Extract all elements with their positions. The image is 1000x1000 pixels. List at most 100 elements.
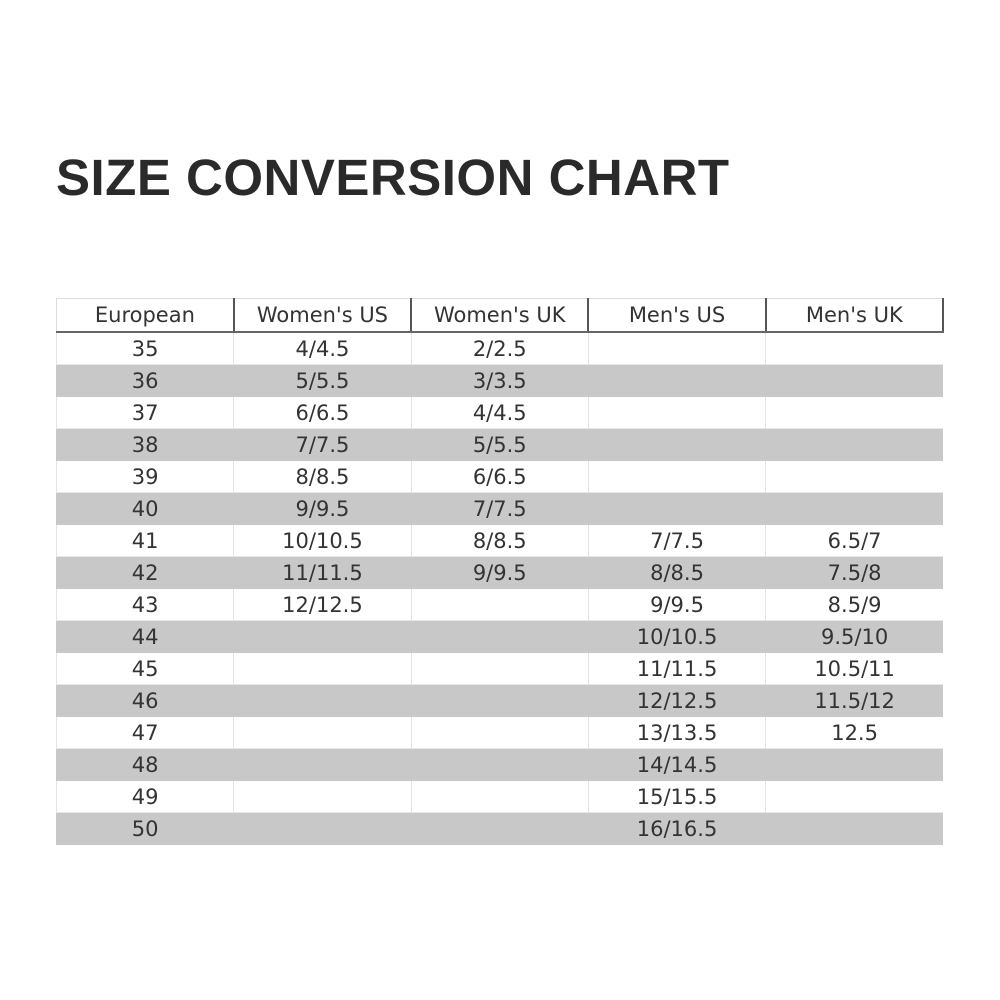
table-cell	[765, 812, 943, 845]
table-cell: 10.5/11	[765, 652, 943, 685]
table-cell: 11.5/12	[765, 684, 943, 717]
table-cell: 8/8.5	[410, 524, 589, 557]
table-cell: 7/7.5	[410, 492, 589, 525]
table-cell: 3/3.5	[410, 364, 589, 397]
table-row: 48 14/14.5	[55, 748, 943, 781]
size-conversion-table: European Women's US Women's UK Men's US Men'…	[55, 298, 945, 845]
table-cell: 40	[55, 492, 234, 525]
column-header: Women's UK	[410, 298, 589, 333]
table-cell	[410, 588, 589, 621]
table-cell	[410, 780, 589, 813]
table-cell	[587, 364, 766, 397]
table-header-row: European Women's US Women's UK Men's US Men'…	[55, 298, 945, 333]
table-cell: 10/10.5	[233, 524, 412, 557]
column-header: Men's UK	[764, 298, 945, 333]
table-row: 47 13/13.5 12.5	[55, 716, 943, 749]
table-cell: 12/12.5	[587, 684, 766, 717]
table-cell	[765, 460, 943, 493]
table-cell: 7/7.5	[233, 428, 412, 461]
table-cell	[410, 684, 589, 717]
column-header: Men's US	[587, 298, 766, 333]
table-cell: 38	[55, 428, 234, 461]
table-row: 42 11/11.5 9/9.5 8/8.5 7.5/8	[55, 556, 943, 589]
table-row: 50 16/16.5	[55, 812, 943, 845]
table-cell	[765, 428, 943, 461]
table-cell	[410, 748, 589, 781]
table-cell: 9.5/10	[765, 620, 943, 653]
table-cell: 6.5/7	[765, 524, 943, 557]
table-row: 39 8/8.5 6/6.5	[55, 460, 943, 493]
table-cell: 5/5.5	[410, 428, 589, 461]
table-cell	[410, 620, 589, 653]
table-cell: 45	[55, 652, 234, 685]
table-cell: 4/4.5	[233, 332, 412, 365]
table-cell	[587, 428, 766, 461]
table-cell	[765, 780, 943, 813]
table-cell	[587, 460, 766, 493]
table-cell: 4/4.5	[410, 396, 589, 429]
table-cell	[233, 652, 412, 685]
table-cell: 47	[55, 716, 234, 749]
table-cell: 5/5.5	[233, 364, 412, 397]
table-cell	[765, 364, 943, 397]
table-cell: 8.5/9	[765, 588, 943, 621]
table-row: 38 7/7.5 5/5.5	[55, 428, 943, 461]
table-cell: 44	[55, 620, 234, 653]
table-row: 41 10/10.5 8/8.5 7/7.5 6.5/7	[55, 524, 943, 557]
table-cell: 8/8.5	[587, 556, 766, 589]
table-cell: 39	[55, 460, 234, 493]
table-row: 37 6/6.5 4/4.5	[55, 396, 943, 429]
table-row: 46 12/12.5 11.5/12	[55, 684, 943, 717]
table-cell	[410, 716, 589, 749]
table-cell: 48	[55, 748, 234, 781]
table-row: 49 15/15.5	[55, 780, 943, 813]
table-cell: 7/7.5	[587, 524, 766, 557]
table-cell	[233, 684, 412, 717]
table-body: 35 4/4.5 2/2.5 36 5/5.5 3/3.5 37 6/6.5 4/4.5 38 7/…	[55, 332, 943, 845]
table-cell: 46	[55, 684, 234, 717]
table-cell: 37	[55, 396, 234, 429]
table-row: 43 12/12.5 9/9.5 8.5/9	[55, 588, 943, 621]
table-cell	[587, 396, 766, 429]
table-cell: 12/12.5	[233, 588, 412, 621]
table-cell: 9/9.5	[410, 556, 589, 589]
page-title: SIZE CONVERSION CHART	[56, 149, 730, 206]
table-cell	[233, 812, 412, 845]
table-cell	[233, 716, 412, 749]
table-cell: 10/10.5	[587, 620, 766, 653]
column-header: European	[55, 298, 234, 333]
table-cell	[233, 620, 412, 653]
table-cell	[233, 780, 412, 813]
table-cell: 8/8.5	[233, 460, 412, 493]
table-cell: 36	[55, 364, 234, 397]
table-cell: 12.5	[765, 716, 943, 749]
table-cell	[587, 492, 766, 525]
table-cell: 9/9.5	[233, 492, 412, 525]
table-cell: 11/11.5	[233, 556, 412, 589]
table-cell: 43	[55, 588, 234, 621]
table-cell: 50	[55, 812, 234, 845]
table-cell: 14/14.5	[587, 748, 766, 781]
table-cell: 11/11.5	[587, 652, 766, 685]
table-cell: 15/15.5	[587, 780, 766, 813]
table-cell	[765, 492, 943, 525]
table-row: 44 10/10.5 9.5/10	[55, 620, 943, 653]
table-row: 36 5/5.5 3/3.5	[55, 364, 943, 397]
table-cell	[765, 332, 943, 365]
table-cell	[233, 748, 412, 781]
table-cell: 35	[55, 332, 234, 365]
table-row: 40 9/9.5 7/7.5	[55, 492, 943, 525]
table-cell: 42	[55, 556, 234, 589]
table-cell: 6/6.5	[233, 396, 412, 429]
table-cell: 6/6.5	[410, 460, 589, 493]
table-row: 35 4/4.5 2/2.5	[55, 332, 943, 365]
table-cell	[587, 332, 766, 365]
table-cell: 49	[55, 780, 234, 813]
column-header: Women's US	[232, 298, 412, 333]
table-cell	[765, 396, 943, 429]
table-cell	[410, 812, 589, 845]
table-cell	[410, 652, 589, 685]
table-cell: 16/16.5	[587, 812, 766, 845]
table-cell: 2/2.5	[410, 332, 589, 365]
table-row: 45 11/11.5 10.5/11	[55, 652, 943, 685]
